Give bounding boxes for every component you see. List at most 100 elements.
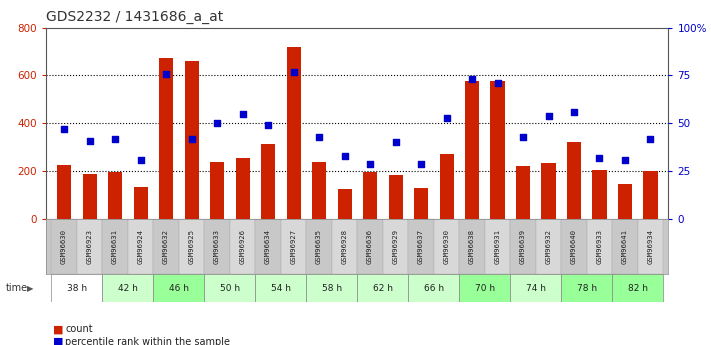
Point bbox=[84, 138, 95, 143]
Point bbox=[492, 80, 503, 86]
Point bbox=[237, 111, 248, 117]
Bar bbox=[383, 219, 408, 274]
Point bbox=[619, 157, 631, 162]
Text: 82 h: 82 h bbox=[628, 284, 648, 293]
Bar bbox=[82, 174, 97, 219]
Bar bbox=[255, 219, 281, 274]
Bar bbox=[561, 219, 587, 274]
Bar bbox=[178, 219, 204, 274]
Text: GSM96928: GSM96928 bbox=[341, 229, 348, 264]
Bar bbox=[618, 184, 632, 219]
Bar bbox=[154, 274, 204, 302]
Point bbox=[135, 157, 146, 162]
Point bbox=[58, 126, 70, 132]
Bar bbox=[261, 144, 275, 219]
Text: GSM96633: GSM96633 bbox=[214, 229, 220, 264]
Text: GSM96636: GSM96636 bbox=[367, 229, 373, 264]
Text: GSM96932: GSM96932 bbox=[545, 229, 552, 264]
Bar bbox=[312, 161, 326, 219]
Bar bbox=[134, 187, 148, 219]
Bar bbox=[357, 219, 383, 274]
Bar bbox=[255, 274, 306, 302]
Bar bbox=[592, 170, 606, 219]
Point bbox=[364, 161, 375, 166]
Bar bbox=[491, 81, 505, 219]
Bar bbox=[561, 274, 612, 302]
Text: 50 h: 50 h bbox=[220, 284, 240, 293]
Bar bbox=[306, 219, 332, 274]
Point bbox=[390, 140, 401, 145]
Text: ■: ■ bbox=[53, 337, 64, 345]
Bar bbox=[281, 219, 306, 274]
Text: GSM96923: GSM96923 bbox=[87, 229, 92, 264]
Bar bbox=[434, 219, 459, 274]
Text: GSM96637: GSM96637 bbox=[418, 229, 424, 264]
Text: GSM96934: GSM96934 bbox=[648, 229, 653, 264]
Bar bbox=[567, 142, 581, 219]
Point bbox=[109, 136, 121, 141]
Text: time: time bbox=[6, 283, 28, 293]
Point bbox=[594, 155, 605, 160]
Point bbox=[568, 109, 579, 115]
Bar bbox=[414, 188, 428, 219]
Point bbox=[441, 115, 452, 120]
Point bbox=[542, 113, 554, 118]
Text: 78 h: 78 h bbox=[577, 284, 597, 293]
Point bbox=[161, 71, 172, 76]
Bar bbox=[306, 274, 357, 302]
Bar bbox=[57, 165, 71, 219]
Text: 58 h: 58 h bbox=[321, 284, 342, 293]
Bar bbox=[108, 172, 122, 219]
Text: count: count bbox=[65, 325, 93, 334]
Bar bbox=[465, 81, 479, 219]
Text: 74 h: 74 h bbox=[525, 284, 546, 293]
Text: GDS2232 / 1431686_a_at: GDS2232 / 1431686_a_at bbox=[46, 10, 223, 24]
Point bbox=[645, 136, 656, 141]
Bar bbox=[338, 189, 351, 219]
Text: GSM96630: GSM96630 bbox=[61, 229, 67, 264]
Text: GSM96640: GSM96640 bbox=[571, 229, 577, 264]
Text: 70 h: 70 h bbox=[475, 284, 495, 293]
Bar bbox=[357, 274, 408, 302]
Bar bbox=[612, 274, 663, 302]
Bar bbox=[439, 155, 454, 219]
Bar bbox=[542, 163, 555, 219]
Bar bbox=[102, 274, 154, 302]
Bar bbox=[230, 219, 255, 274]
Text: GSM96929: GSM96929 bbox=[392, 229, 399, 264]
Bar bbox=[388, 175, 402, 219]
Point bbox=[314, 134, 325, 139]
Bar bbox=[516, 166, 530, 219]
Text: GSM96930: GSM96930 bbox=[444, 229, 449, 264]
Text: GSM96639: GSM96639 bbox=[520, 229, 526, 264]
Point bbox=[186, 136, 197, 141]
Text: GSM96632: GSM96632 bbox=[163, 229, 169, 264]
Bar bbox=[332, 219, 357, 274]
Text: GSM96933: GSM96933 bbox=[597, 229, 602, 264]
Text: GSM96634: GSM96634 bbox=[265, 229, 271, 264]
Bar bbox=[363, 172, 377, 219]
Point bbox=[466, 77, 478, 82]
Text: 42 h: 42 h bbox=[118, 284, 138, 293]
Text: GSM96635: GSM96635 bbox=[316, 229, 322, 264]
Bar bbox=[408, 274, 459, 302]
Bar bbox=[235, 158, 250, 219]
Point bbox=[262, 122, 274, 128]
Text: GSM96926: GSM96926 bbox=[240, 229, 245, 264]
Text: GSM96924: GSM96924 bbox=[137, 229, 144, 264]
Bar bbox=[536, 219, 561, 274]
Bar bbox=[459, 219, 485, 274]
Bar bbox=[643, 171, 658, 219]
Text: 54 h: 54 h bbox=[271, 284, 291, 293]
Bar bbox=[204, 274, 255, 302]
Text: 62 h: 62 h bbox=[373, 284, 392, 293]
Bar bbox=[485, 219, 510, 274]
Bar bbox=[128, 219, 154, 274]
Text: GSM96631: GSM96631 bbox=[112, 229, 118, 264]
Text: ▶: ▶ bbox=[27, 284, 33, 293]
Text: GSM96925: GSM96925 bbox=[188, 229, 195, 264]
Bar bbox=[154, 219, 178, 274]
Bar bbox=[612, 219, 638, 274]
Bar bbox=[587, 219, 612, 274]
Text: 66 h: 66 h bbox=[424, 284, 444, 293]
